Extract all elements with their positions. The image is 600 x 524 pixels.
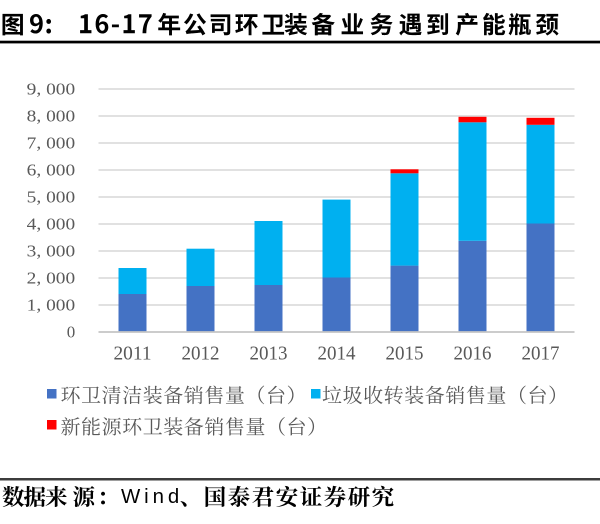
svg-text:2, 000: 2, 000 [27,268,76,287]
svg-text:2014: 2014 [318,343,356,365]
svg-text:2011: 2011 [114,343,152,365]
svg-text:5, 000: 5, 000 [27,187,76,206]
svg-text:2012: 2012 [182,343,220,365]
svg-text:0: 0 [67,322,76,341]
svg-text:2016: 2016 [454,343,492,365]
svg-text:6, 000: 6, 000 [27,160,76,179]
svg-text:4, 000: 4, 000 [27,214,76,233]
svg-text:7, 000: 7, 000 [27,133,76,152]
svg-text:Wind: Wind [121,486,183,508]
svg-text:8, 000: 8, 000 [27,106,76,125]
svg-text:2013: 2013 [250,343,288,365]
svg-text:3, 000: 3, 000 [27,241,76,260]
svg-text:1, 000: 1, 000 [27,295,76,314]
svg-text:9, 000: 9, 000 [27,79,76,98]
svg-text:2015: 2015 [386,343,424,365]
svg-text:2017: 2017 [522,343,560,365]
